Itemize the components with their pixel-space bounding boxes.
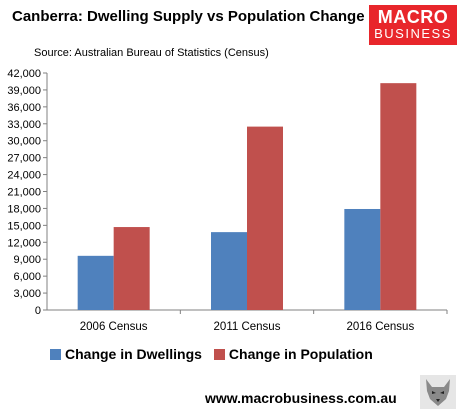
x-tick-label: 2016 Census bbox=[346, 321, 414, 333]
y-tick-label: 9,000 bbox=[13, 254, 41, 266]
y-tick-label: 24,000 bbox=[7, 170, 41, 182]
chart-title: Canberra: Dwelling Supply vs Population … bbox=[12, 8, 365, 25]
macro-business-logo: MACRO BUSINESS bbox=[369, 5, 457, 45]
bar-dwellings bbox=[77, 255, 114, 310]
logo-line-macro: MACRO bbox=[377, 7, 449, 27]
y-tick-label: 6,000 bbox=[13, 271, 41, 283]
bar-population bbox=[247, 126, 283, 310]
y-tick-label: 3,000 bbox=[13, 288, 41, 300]
y-tick-label: 21,000 bbox=[7, 187, 41, 199]
chart-legend: Change in Dwellings Change in Population bbox=[50, 346, 385, 362]
logo-line-business: BUSINESS bbox=[374, 26, 452, 41]
wolf-logo-icon bbox=[420, 375, 456, 409]
website-url: www.macrobusiness.com.au bbox=[205, 390, 397, 406]
y-tick-label: 27,000 bbox=[7, 153, 41, 165]
legend-item-population: Change in Population bbox=[213, 346, 373, 362]
bar-population bbox=[113, 227, 150, 310]
bar-dwellings bbox=[344, 208, 381, 310]
legend-swatch-population bbox=[213, 348, 225, 360]
y-tick-label: 12,000 bbox=[7, 237, 41, 249]
bar-dwellings bbox=[211, 232, 247, 310]
x-tick-label: 2006 Census bbox=[80, 321, 148, 333]
y-tick-label: 36,000 bbox=[7, 102, 41, 114]
y-tick-label: 42,000 bbox=[7, 68, 41, 80]
y-tick-label: 39,000 bbox=[7, 85, 41, 97]
legend-item-dwellings: Change in Dwellings bbox=[50, 346, 202, 362]
legend-label-dwellings: Change in Dwellings bbox=[65, 346, 202, 362]
legend-swatch-dwellings bbox=[50, 348, 61, 360]
x-tick-label: 2011 Census bbox=[214, 321, 281, 333]
y-tick-label: 30,000 bbox=[7, 136, 41, 148]
y-tick-label: 18,000 bbox=[7, 203, 41, 215]
y-tick-label: 15,000 bbox=[7, 220, 41, 232]
y-tick-label: 0 bbox=[35, 305, 41, 317]
bar-population bbox=[380, 83, 417, 311]
legend-label-population: Change in Population bbox=[228, 346, 373, 362]
y-tick-label: 33,000 bbox=[7, 119, 41, 131]
source-note: Source: Australian Bureau of Statistics … bbox=[34, 47, 269, 59]
